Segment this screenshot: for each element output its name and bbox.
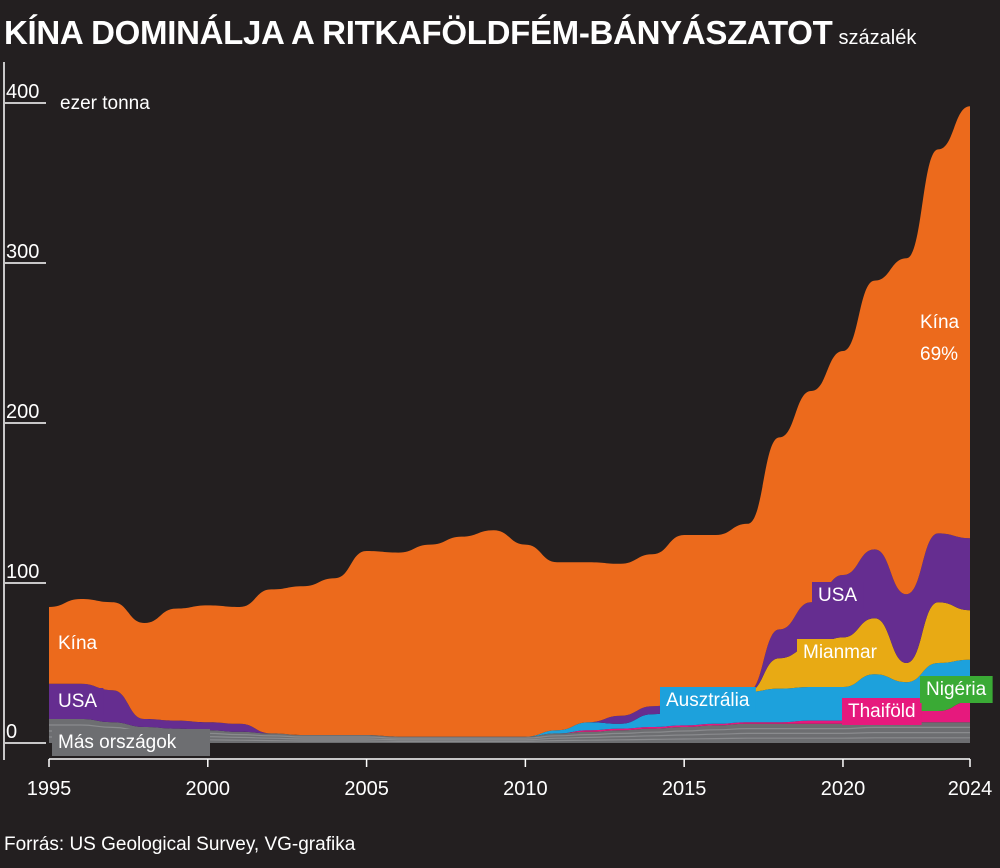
x-tick-label: 1995: [27, 778, 72, 800]
series-label-text: Nigéria: [926, 679, 987, 700]
chart-title: KÍNA DOMINÁLJA A RITKAFÖLDFÉM-BÁNYÁSZATO…: [4, 14, 916, 52]
series-layer: [48, 106, 970, 743]
series-label-text: Más országok: [58, 732, 177, 753]
series-label-box: [812, 582, 864, 609]
series-label-nigeria: Nigéria: [920, 676, 993, 703]
x-tick-label: 2010: [503, 778, 548, 800]
series-mianmar-area: [49, 602, 970, 737]
series-label-usa: USA: [52, 688, 104, 715]
series-label-69: 69%: [920, 344, 958, 365]
series-label-text: USA: [58, 691, 97, 712]
series-label-text: Mianmar: [803, 642, 878, 663]
x-tick-label: 2015: [662, 778, 707, 800]
unit-label: ezer tonna: [60, 93, 150, 114]
series-label-box: [52, 688, 104, 715]
series-label-box: [842, 698, 922, 725]
series-label-usa: USA: [812, 582, 864, 609]
x-tick-label: 2020: [821, 778, 866, 800]
chart-title-text: KÍNA DOMINÁLJA A RITKAFÖLDFÉM-BÁNYÁSZATO…: [4, 14, 833, 51]
source-note: Forrás: US Geological Survey, VG-grafika: [4, 834, 356, 855]
series-label-kina: Kína: [920, 312, 960, 333]
series-label-text: Ausztrália: [666, 690, 750, 711]
chart-subtitle: százalék: [838, 27, 917, 49]
series-usa-area: [49, 533, 970, 737]
x-tick-label: 2024: [948, 778, 993, 800]
series-mas-orszagok-area: [49, 719, 970, 743]
axis-layer: 1995 2000 2005 2010 2015 2020 2024: [3, 62, 993, 800]
series-label-kina: Kína: [58, 633, 98, 654]
series-label-mas-orszagok: Más országok: [52, 729, 210, 756]
series-label-text: Kína: [58, 633, 98, 654]
x-tick-label: 2000: [186, 778, 231, 800]
series-label-text: Thaiföld: [848, 701, 916, 722]
y-tick-label: 300: [6, 241, 39, 263]
y-tick-label: 400: [6, 81, 39, 103]
grid-layer: 400 300 200 100 0 ezer tonna: [5, 81, 150, 744]
y-tick-label: 0: [6, 721, 17, 743]
series-label-box: [797, 639, 884, 666]
x-tick-label: 2005: [344, 778, 389, 800]
series-ausztralia-area: [49, 659, 970, 737]
y-tick-label: 100: [6, 561, 39, 583]
series-label-box: [52, 729, 210, 756]
series-label-box: [920, 676, 993, 703]
series-label-text: USA: [818, 585, 857, 606]
series-label-text: Kína: [920, 312, 960, 333]
series-label-mianmar: Mianmar: [797, 639, 884, 666]
series-label-box: [660, 687, 756, 714]
series-kina-area: [49, 106, 970, 737]
label-layer: Kína 69% Kína USA USA Más országok Ausztrália M…: [52, 312, 993, 756]
series-label-ausztralia: Ausztrália: [660, 687, 756, 714]
series-label-text: 69%: [920, 344, 958, 365]
y-tick-label: 200: [6, 401, 39, 423]
series-label-thaifold: Thaiföld: [842, 698, 922, 725]
